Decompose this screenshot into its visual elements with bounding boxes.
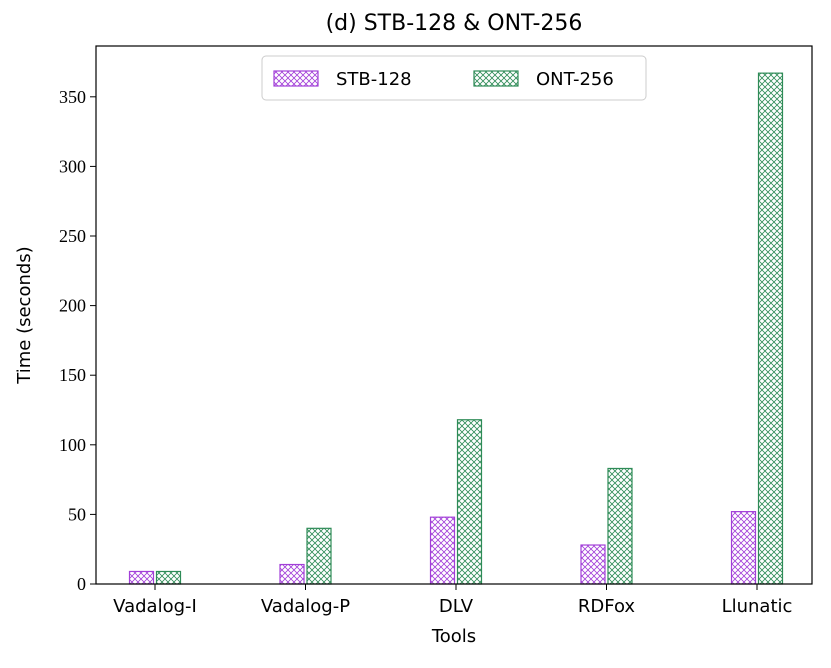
y-tick-label: 150: [59, 365, 86, 385]
y-tick-label: 50: [68, 504, 86, 524]
bar: [306, 527, 332, 585]
x-tick-label: Llunatic: [722, 596, 793, 617]
x-tick-label: RDFox: [578, 596, 636, 617]
bar: [730, 511, 757, 585]
plot-frame: [95, 45, 813, 585]
y-tick-label: 300: [59, 156, 86, 176]
bar: [607, 467, 633, 585]
y-tick-label: 200: [59, 296, 86, 316]
y-tick-label: 100: [59, 435, 86, 455]
legend-box: [261, 55, 647, 101]
legend-label: STB-128: [336, 69, 412, 90]
bar: [155, 570, 182, 585]
bar: [456, 419, 483, 585]
legend-swatch: [273, 70, 319, 87]
x-tick-label: DLV: [439, 596, 474, 617]
bar: [279, 563, 305, 585]
chart-title: (d) STB-128 & ONT-256: [326, 11, 583, 36]
y-tick-label: 250: [59, 226, 86, 246]
x-axis-label: Tools: [431, 626, 476, 647]
legend-label: ONT-256: [536, 69, 614, 90]
legend-swatch: [473, 70, 519, 87]
bar: [580, 544, 606, 585]
y-axis-label: Time (seconds): [14, 246, 35, 384]
bar: [757, 72, 784, 585]
y-tick-label: 350: [59, 87, 86, 107]
bar: [429, 516, 456, 585]
bar: [128, 570, 155, 585]
y-tick-label: 0: [77, 574, 86, 594]
x-tick-label: Vadalog-P: [261, 596, 350, 617]
x-tick-label: Vadalog-I: [113, 596, 197, 617]
